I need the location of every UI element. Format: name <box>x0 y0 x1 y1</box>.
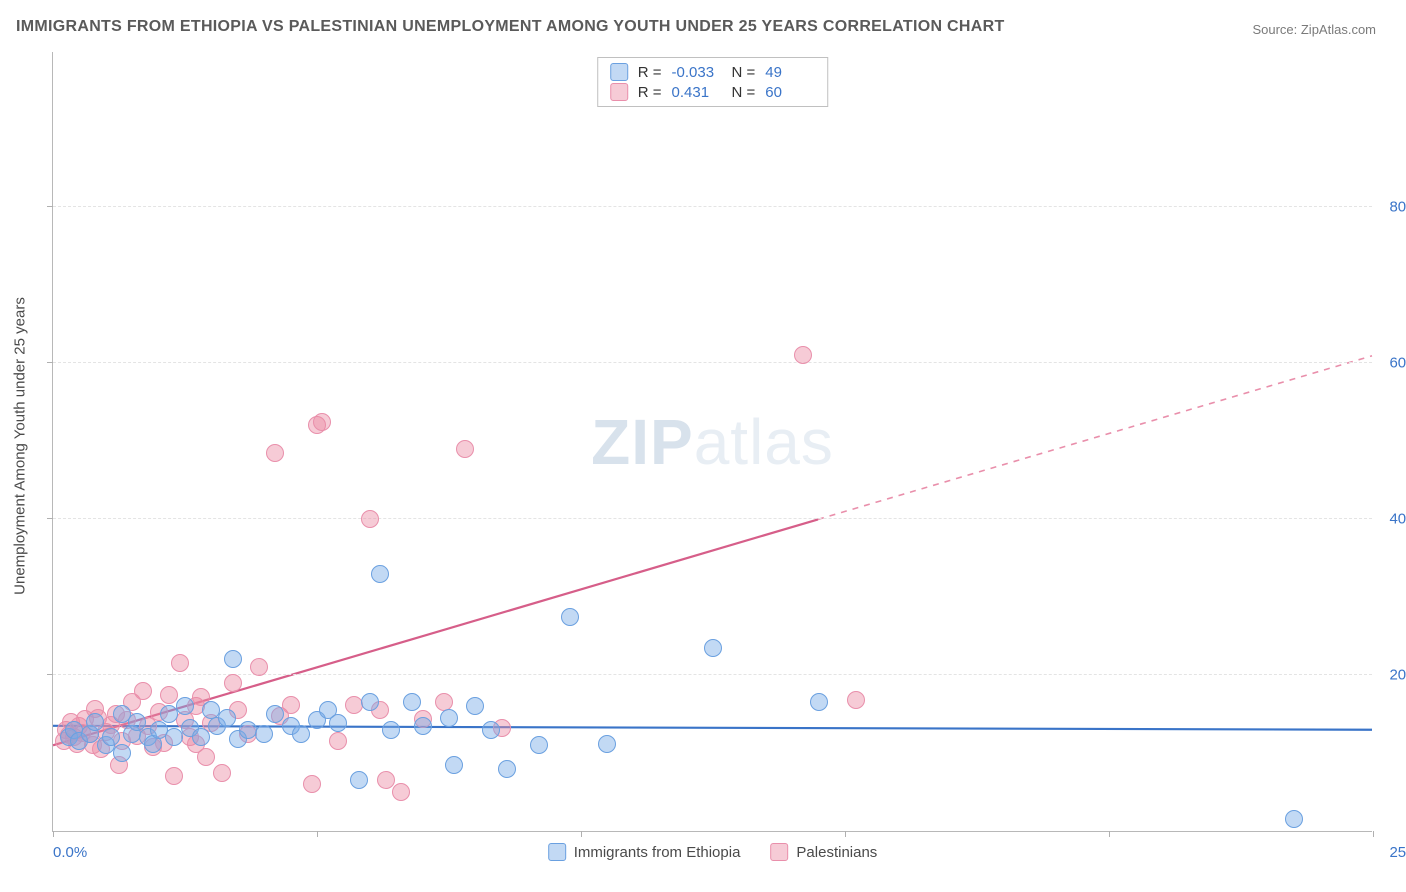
point-series-a <box>266 705 284 723</box>
correlation-chart: IMMIGRANTS FROM ETHIOPIA VS PALESTINIAN … <box>0 0 1406 892</box>
point-series-b <box>266 444 284 462</box>
point-series-b <box>303 775 321 793</box>
point-series-a <box>445 756 463 774</box>
point-series-b <box>250 658 268 676</box>
legend-n-label: N = <box>732 64 756 81</box>
legend-r-label: R = <box>638 84 662 101</box>
y-tick-mark <box>47 674 53 675</box>
point-series-b <box>329 732 347 750</box>
grid-line <box>53 674 1372 675</box>
point-series-b <box>171 654 189 672</box>
point-series-a <box>113 744 131 762</box>
point-series-a <box>414 717 432 735</box>
legend-r-value: -0.033 <box>672 64 722 81</box>
point-series-b <box>377 771 395 789</box>
point-series-b <box>224 674 242 692</box>
point-series-a <box>224 650 242 668</box>
x-tick-mark <box>1109 831 1110 837</box>
point-series-a <box>440 709 458 727</box>
y-axis-label: Unemployment Among Youth under 25 years <box>12 297 29 595</box>
point-series-a <box>810 693 828 711</box>
grid-line <box>53 518 1372 519</box>
legend-swatch <box>610 83 628 101</box>
chart-title: IMMIGRANTS FROM ETHIOPIA VS PALESTINIAN … <box>16 18 1005 36</box>
legend-stat-row: R = -0.033 N = 49 <box>610 62 816 82</box>
source-label: Source: ZipAtlas.com <box>1252 22 1376 37</box>
point-series-a <box>466 697 484 715</box>
legend-item-label: Immigrants from Ethiopia <box>574 844 741 861</box>
point-series-a <box>1285 810 1303 828</box>
legend-stat-row: R = 0.431 N = 60 <box>610 82 816 102</box>
legend-item: Immigrants from Ethiopia <box>548 843 741 861</box>
legend-r-label: R = <box>638 64 662 81</box>
point-series-a <box>361 693 379 711</box>
point-series-a <box>598 735 616 753</box>
point-series-a <box>382 721 400 739</box>
y-tick-label: 20.0% <box>1389 667 1406 684</box>
legend-series: Immigrants from Ethiopia Palestinians <box>548 843 878 861</box>
point-series-b <box>134 682 152 700</box>
x-min-label: 0.0% <box>53 844 87 861</box>
trend-line <box>818 356 1372 520</box>
legend-stats: R = -0.033 N = 49 R = 0.431 N = 60 <box>597 57 829 107</box>
y-tick-mark <box>47 206 53 207</box>
point-series-a <box>350 771 368 789</box>
point-series-a <box>561 608 579 626</box>
y-tick-mark <box>47 362 53 363</box>
point-series-a <box>329 714 347 732</box>
point-series-b <box>213 764 231 782</box>
legend-item-label: Palestinians <box>796 844 877 861</box>
y-tick-mark <box>47 518 53 519</box>
trend-lines-svg <box>53 52 1372 831</box>
point-series-a <box>176 697 194 715</box>
point-series-b <box>160 686 178 704</box>
legend-swatch <box>610 63 628 81</box>
point-series-b <box>392 783 410 801</box>
plot-area: ZIPatlas R =-0.033N =49R =0.431N =60 Imm… <box>52 52 1372 832</box>
legend-swatch <box>548 843 566 861</box>
legend-n-value: 49 <box>765 64 815 81</box>
y-tick-label: 40.0% <box>1389 511 1406 528</box>
point-series-a <box>403 693 421 711</box>
point-series-a <box>704 639 722 657</box>
grid-line <box>53 206 1372 207</box>
legend-item: Palestinians <box>770 843 877 861</box>
point-series-b <box>313 413 331 431</box>
x-tick-mark <box>845 831 846 837</box>
point-series-a <box>86 713 104 731</box>
point-series-a <box>218 709 236 727</box>
point-series-b <box>282 696 300 714</box>
y-tick-label: 60.0% <box>1389 355 1406 372</box>
point-series-b <box>197 748 215 766</box>
point-series-a <box>530 736 548 754</box>
point-series-b <box>847 691 865 709</box>
x-tick-mark <box>317 831 318 837</box>
point-series-a <box>482 721 500 739</box>
grid-line <box>53 362 1372 363</box>
x-tick-mark <box>53 831 54 837</box>
x-tick-mark <box>581 831 582 837</box>
legend-n-label: N = <box>732 84 756 101</box>
point-series-a <box>498 760 516 778</box>
point-series-a <box>255 725 273 743</box>
x-tick-mark <box>1373 831 1374 837</box>
legend-swatch <box>770 843 788 861</box>
point-series-a <box>371 565 389 583</box>
point-series-b <box>794 346 812 364</box>
point-series-b <box>361 510 379 528</box>
point-series-a <box>165 728 183 746</box>
point-series-a <box>192 728 210 746</box>
legend-n-value: 60 <box>765 84 815 101</box>
point-series-b <box>165 767 183 785</box>
point-series-b <box>456 440 474 458</box>
point-series-a <box>292 725 310 743</box>
y-tick-label: 80.0% <box>1389 199 1406 216</box>
x-max-label: 25.0% <box>1389 844 1406 861</box>
legend-r-value: 0.431 <box>672 84 722 101</box>
